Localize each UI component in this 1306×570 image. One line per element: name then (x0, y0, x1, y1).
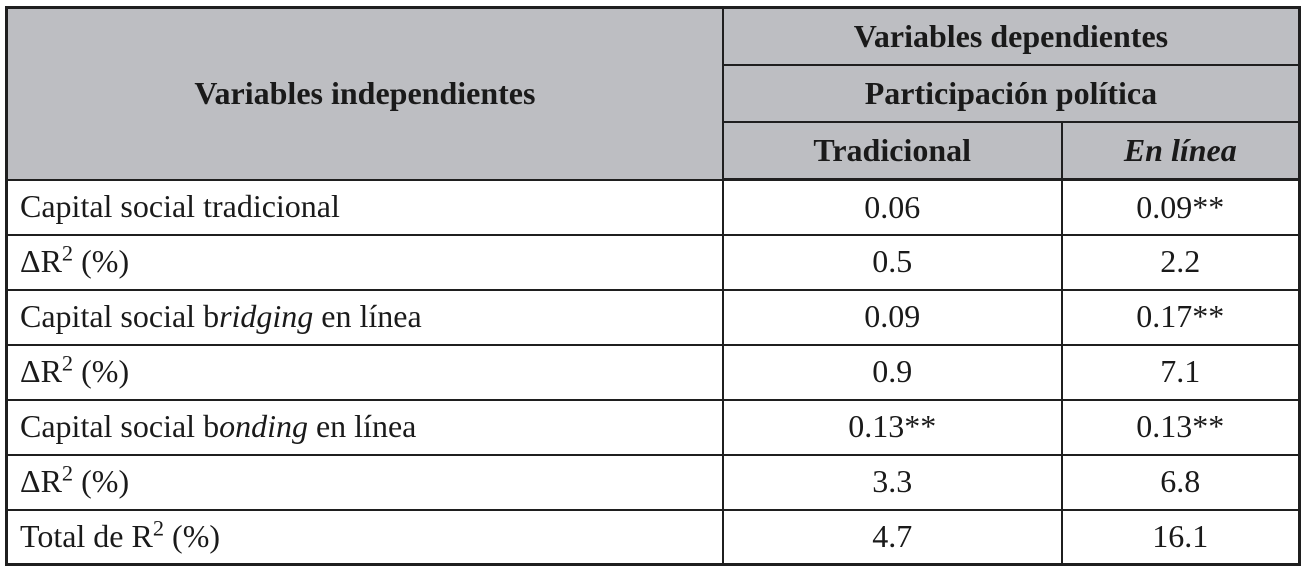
row-label: Capital social bridging en línea (5, 288, 724, 346)
value-online: 0.17** (1060, 288, 1301, 346)
table-row: ΔR2 (%) 0.9 7.1 (5, 343, 1301, 401)
header-row-1: Variables independientes Variables depen… (5, 6, 1301, 181)
row-label: ΔR2 (%) (5, 343, 724, 401)
table-row: ΔR2 (%) 0.5 2.2 (5, 233, 1301, 291)
value-traditional: 0.9 (721, 343, 1063, 401)
value-online: 16.1 (1060, 508, 1301, 566)
table-header: Variables independientes Variables depen… (5, 6, 1301, 181)
value-online: 2.2 (1060, 233, 1301, 291)
row-label: Total de R2 (%) (5, 508, 724, 566)
row-label: Capital social bonding en línea (5, 398, 724, 456)
value-traditional: 4.7 (721, 508, 1063, 566)
regression-results-table: Variables independientes Variables depen… (5, 6, 1301, 566)
value-traditional: 0.13** (721, 398, 1063, 456)
table-row: Capital social bridging en línea 0.09 0.… (5, 288, 1301, 346)
value-online: 6.8 (1060, 453, 1301, 511)
value-online: 0.09** (1060, 178, 1301, 236)
row-label: Capital social tradicional (5, 178, 724, 236)
table-body: Capital social tradicional 0.06 0.09** Δ… (5, 178, 1301, 566)
header-variables-independientes: Variables independientes (5, 6, 724, 181)
header-col-en-linea: En línea (1060, 121, 1301, 181)
header-row-2: Participación política (7, 64, 1301, 123)
header-col-tradicional: Tradicional (721, 121, 1063, 181)
value-traditional: 0.5 (721, 233, 1063, 291)
row-label: ΔR2 (%) (5, 233, 724, 291)
table-row: ΔR2 (%) 3.3 6.8 (5, 453, 1301, 511)
header-variables-dependientes: Variables dependientes (721, 6, 1301, 66)
header-participacion-politica: Participación política (721, 64, 1301, 123)
header-row-3: Tradicional En línea (7, 121, 1301, 181)
table-row: Capital social tradicional 0.06 0.09** (5, 178, 1301, 236)
value-traditional: 3.3 (721, 453, 1063, 511)
value-traditional: 0.06 (721, 178, 1063, 236)
value-online: 7.1 (1060, 343, 1301, 401)
value-online: 0.13** (1060, 398, 1301, 456)
table-row: Total de R2 (%) 4.7 16.1 (5, 508, 1301, 566)
value-traditional: 0.09 (721, 288, 1063, 346)
row-label: ΔR2 (%) (5, 453, 724, 511)
table-row: Capital social bonding en línea 0.13** 0… (5, 398, 1301, 456)
